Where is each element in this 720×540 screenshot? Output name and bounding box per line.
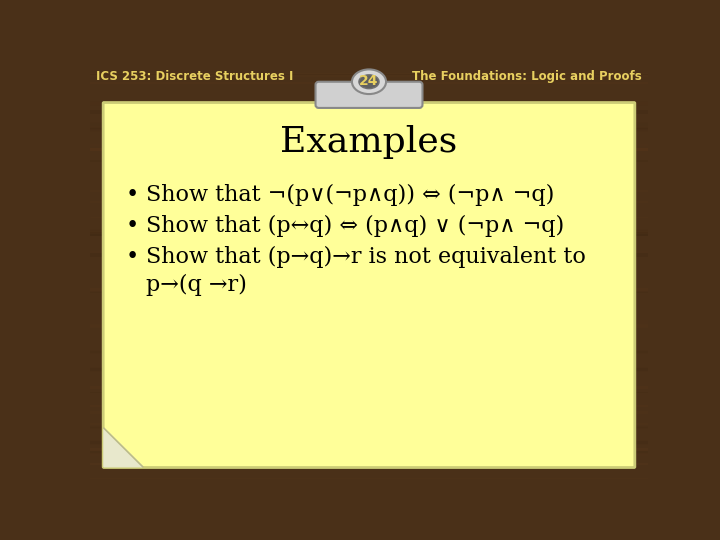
Ellipse shape [352, 70, 386, 94]
Text: •: • [126, 246, 139, 268]
Text: ICS 253: Discrete Structures I: ICS 253: Discrete Structures I [96, 70, 294, 83]
Text: Show that ¬(p∨(¬p∧q)) ⇔ (¬p∧ ¬q): Show that ¬(p∨(¬p∧q)) ⇔ (¬p∧ ¬q) [145, 184, 554, 206]
Text: •: • [126, 184, 139, 206]
Text: Show that (p↔q) ⇔ (p∧q) ∨ (¬p∧ ¬q): Show that (p↔q) ⇔ (p∧q) ∨ (¬p∧ ¬q) [145, 215, 564, 237]
FancyBboxPatch shape [103, 103, 635, 468]
Ellipse shape [359, 75, 379, 89]
Text: Examples: Examples [280, 125, 458, 159]
FancyBboxPatch shape [315, 82, 423, 108]
Text: Show that (p→q)→r is not equivalent to: Show that (p→q)→r is not equivalent to [145, 246, 585, 268]
Text: 24: 24 [359, 74, 379, 88]
Polygon shape [104, 428, 143, 467]
FancyBboxPatch shape [319, 99, 419, 109]
Text: p→(q →r): p→(q →r) [145, 274, 247, 296]
Text: The Foundations: Logic and Proofs: The Foundations: Logic and Proofs [412, 70, 642, 83]
Text: •: • [126, 215, 139, 237]
